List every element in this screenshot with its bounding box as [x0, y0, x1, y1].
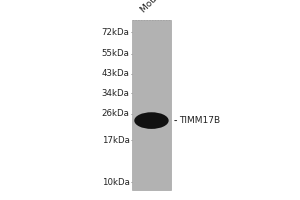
Text: Mouse heart: Mouse heart	[139, 0, 185, 15]
Text: 43kDa: 43kDa	[101, 69, 129, 78]
Text: 72kDa: 72kDa	[101, 28, 129, 37]
Text: 17kDa: 17kDa	[101, 136, 129, 145]
Text: 34kDa: 34kDa	[101, 89, 129, 98]
FancyBboxPatch shape	[132, 20, 171, 190]
Text: 26kDa: 26kDa	[101, 109, 129, 118]
Text: 10kDa: 10kDa	[101, 178, 129, 187]
Ellipse shape	[134, 112, 169, 129]
Text: TIMM17B: TIMM17B	[175, 116, 220, 125]
Text: 55kDa: 55kDa	[101, 49, 129, 58]
